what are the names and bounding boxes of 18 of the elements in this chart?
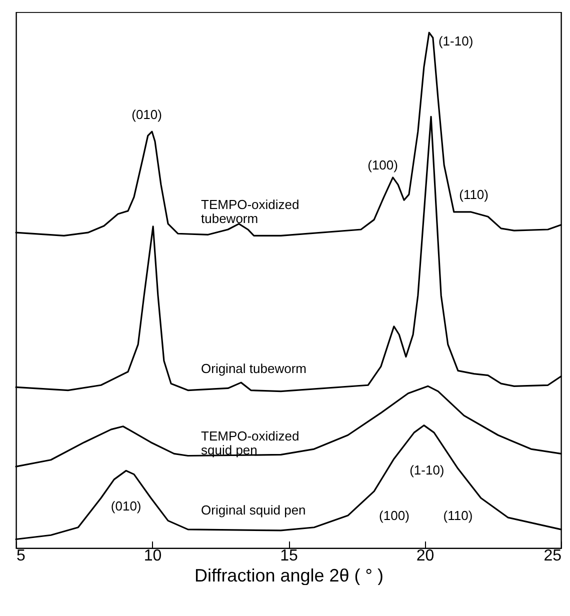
x-tick-label: 25 xyxy=(544,548,562,564)
annotation: (010) xyxy=(132,106,162,122)
annotation: (010) xyxy=(110,498,142,514)
series-label: TEMPO-oxidized tubeworm xyxy=(201,196,300,226)
x-axis-title: Diffraction angle 2θ ( ° ) xyxy=(194,566,384,586)
x-tick-label: 15 xyxy=(280,548,298,564)
annotation: (110) xyxy=(459,186,488,202)
annotation: (100) xyxy=(379,508,410,523)
annotation: (100) xyxy=(368,157,398,172)
series-label: Original squid pen xyxy=(201,502,306,518)
x-tick-label: 5 xyxy=(16,548,26,564)
series-label: Original tubeworm xyxy=(201,361,306,376)
x-tick-label: 20 xyxy=(416,548,434,564)
series-label: TEMPO-oxidized squid pen xyxy=(201,428,300,458)
annotation: (1-10) xyxy=(410,462,444,478)
annotation: (110) xyxy=(443,508,473,523)
x-tick-label: 10 xyxy=(144,548,162,564)
annotation: (1-10) xyxy=(438,33,474,48)
